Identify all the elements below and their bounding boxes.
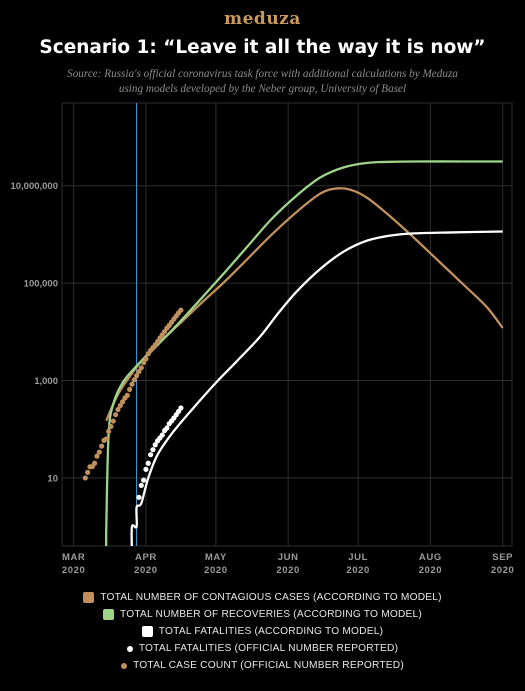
legend-item: TOTAL NUMBER OF CONTAGIOUS CASES (ACCORD… [0,589,525,606]
legend-item: TOTAL FATALITIES (OFFICIAL NUMBER REPORT… [0,640,525,657]
legend-item: TOTAL NUMBER OF RECOVERIES (ACCORDING TO… [0,606,525,623]
series-line-total-number-of-recoveries-according-to-model [104,160,503,546]
x-tick-label: 2020 [276,565,300,576]
legend-label: TOTAL NUMBER OF CONTAGIOUS CASES (ACCORD… [100,592,442,603]
legend-label: TOTAL FATALITIES (OFFICIAL NUMBER REPORT… [138,643,399,654]
x-tick-label: 2020 [62,565,86,576]
chart-title: Scenario 1: “Leave it all the way it is … [39,37,486,58]
x-tick-label: APR [135,552,157,563]
y-tick-label: 1,000 [34,376,58,387]
series-layer [82,160,504,546]
grid-layer [61,102,513,547]
data-point-total-fatalities-official-number-reported [141,477,147,483]
series-line-total-number-of-contagious-cases-according-to-model [105,187,504,422]
y-tick-label: 100,000 [24,279,58,290]
data-point-total-case-count-official-number-reported [99,443,105,449]
legend-label: TOTAL NUMBER OF RECOVERIES (ACCORDING TO… [119,609,423,620]
legend-label: TOTAL CASE COUNT (OFFICIAL NUMBER REPORT… [133,660,404,671]
x-tick-label: AUG [419,552,442,563]
data-point-total-fatalities-official-number-reported [159,432,165,438]
data-point-total-case-count-official-number-reported [110,418,116,424]
data-point-total-case-count-official-number-reported [117,402,123,409]
chart-area: 10 1,000 100,000 10,000,000 MAR 2020 APR 2020 MA… [10,102,515,576]
x-tick-label: 2020 [491,565,515,576]
legend-item: TOTAL FATALITIES (ACCORDING TO MODEL) [0,623,525,640]
legend-item: TOTAL CASE COUNT (OFFICIAL NUMBER REPORT… [0,657,525,674]
data-point-total-case-count-official-number-reported [136,368,142,375]
legend-swatch [83,592,95,603]
data-point-total-case-count-official-number-reported [108,423,114,430]
x-tick-label: MAY [205,552,227,563]
y-tick-label: 10 [47,473,58,484]
data-point-total-case-count-official-number-reported [106,428,112,435]
x-tick-label: JUL [348,552,368,563]
source-line-1: Source: Russia's official coronavirus ta… [67,68,458,80]
data-point-total-fatalities-official-number-reported [152,442,158,448]
legend-swatch [141,626,153,637]
data-point-total-case-count-official-number-reported [120,399,126,405]
data-point-total-fatalities-official-number-reported [136,494,142,500]
data-point-total-case-count-official-number-reported [115,406,121,413]
series-line-total-fatalities-according-to-model [130,230,503,546]
data-point-total-fatalities-official-number-reported [143,466,149,472]
data-point-total-fatalities-official-number-reported [178,405,184,411]
chart-source: Source: Russia's official coronavirus ta… [50,67,475,96]
x-tick-label: JUN [278,552,299,563]
source-line-2: using models developed by the Neber grou… [118,82,407,95]
x-tick-label: 2020 [419,565,443,576]
data-point-total-case-count-official-number-reported [94,453,100,459]
plot-frame [61,102,513,547]
data-point-total-case-count-official-number-reported [143,356,149,362]
y-tick-label: 10,000,000 [10,181,58,192]
data-point-total-case-count-official-number-reported [103,436,109,442]
data-point-total-case-count-official-number-reported [96,449,102,455]
legend-label: TOTAL FATALITIES (ACCORDING TO MODEL) [158,626,384,637]
x-tick-label: SEP [492,552,513,563]
data-point-total-fatalities-official-number-reported [138,482,144,489]
axis-layer: 10 1,000 100,000 10,000,000 MAR 2020 APR 2020 MA… [10,181,515,576]
chart-legend: TOTAL NUMBER OF CONTAGIOUS CASES (ACCORD… [0,589,525,674]
data-point-total-fatalities-official-number-reported [148,452,154,458]
x-tick-label: 2020 [346,565,370,576]
brand-logo: meduza [224,9,301,29]
data-point-total-case-count-official-number-reported [92,460,98,466]
data-point-total-fatalities-official-number-reported [145,460,151,466]
data-point-total-case-count-official-number-reported [178,307,184,313]
data-point-total-case-count-official-number-reported [134,372,140,379]
data-point-total-case-count-official-number-reported [85,469,91,475]
data-point-total-case-count-official-number-reported [127,386,133,392]
data-point-total-case-count-official-number-reported [124,392,130,398]
x-tick-label: MAR [62,552,85,563]
data-point-total-case-count-official-number-reported [129,381,135,387]
legend-dot-marker [121,662,128,669]
data-point-total-case-count-official-number-reported [113,412,119,418]
x-tick-label: 2020 [204,565,228,576]
data-point-total-case-count-official-number-reported [82,475,88,481]
legend-swatch [102,609,114,620]
data-point-total-fatalities-official-number-reported [164,425,170,431]
data-point-total-case-count-official-number-reported [131,377,137,383]
legend-dot-marker [126,645,133,652]
x-tick-label: 2020 [134,565,158,576]
data-point-total-fatalities-official-number-reported [150,447,156,453]
data-point-total-case-count-official-number-reported [138,365,144,371]
